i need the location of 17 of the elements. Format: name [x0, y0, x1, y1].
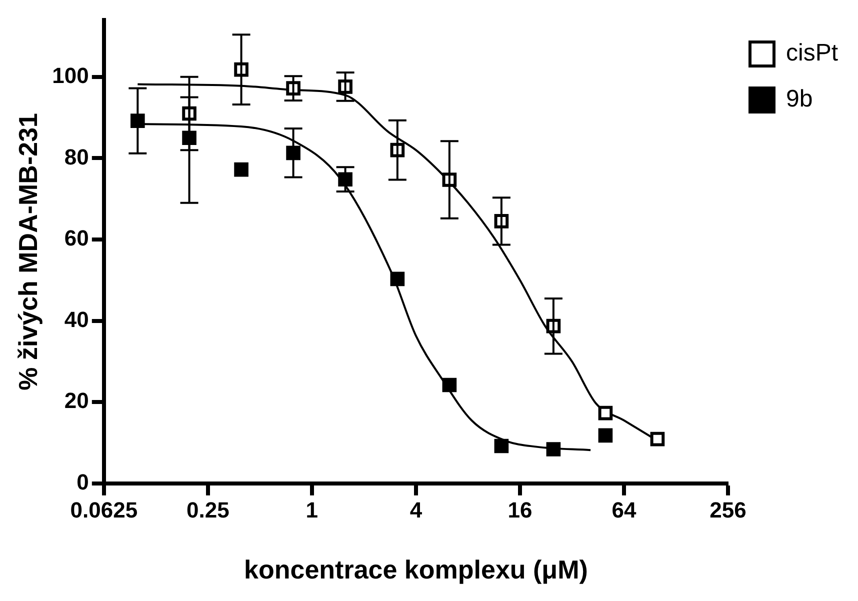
- x-tick-label: 16: [508, 498, 532, 523]
- y-axis-title: % živých MDA-MB-231: [12, 112, 43, 390]
- legend-label: 9b: [786, 86, 813, 113]
- x-tick-label: 4: [410, 498, 423, 523]
- y-tick-label: 100: [52, 62, 89, 88]
- legend-label: cisPt: [786, 40, 838, 67]
- x-axis-title: koncentrace komplexu (μM): [244, 554, 588, 585]
- y-tick-label: 0: [76, 469, 89, 494]
- y-tick-label: 40: [64, 306, 89, 332]
- x-tick-label: 256: [710, 498, 746, 523]
- x-tick-label: 0.25: [186, 498, 230, 523]
- x-tick-label: 0.0625: [70, 498, 138, 523]
- y-tick-label: 20: [64, 388, 89, 414]
- x-tick-label: 64: [612, 498, 637, 523]
- y-tick-label: 80: [64, 144, 89, 170]
- y-tick-label: 60: [64, 226, 89, 251]
- x-tick-label: 1: [306, 498, 318, 523]
